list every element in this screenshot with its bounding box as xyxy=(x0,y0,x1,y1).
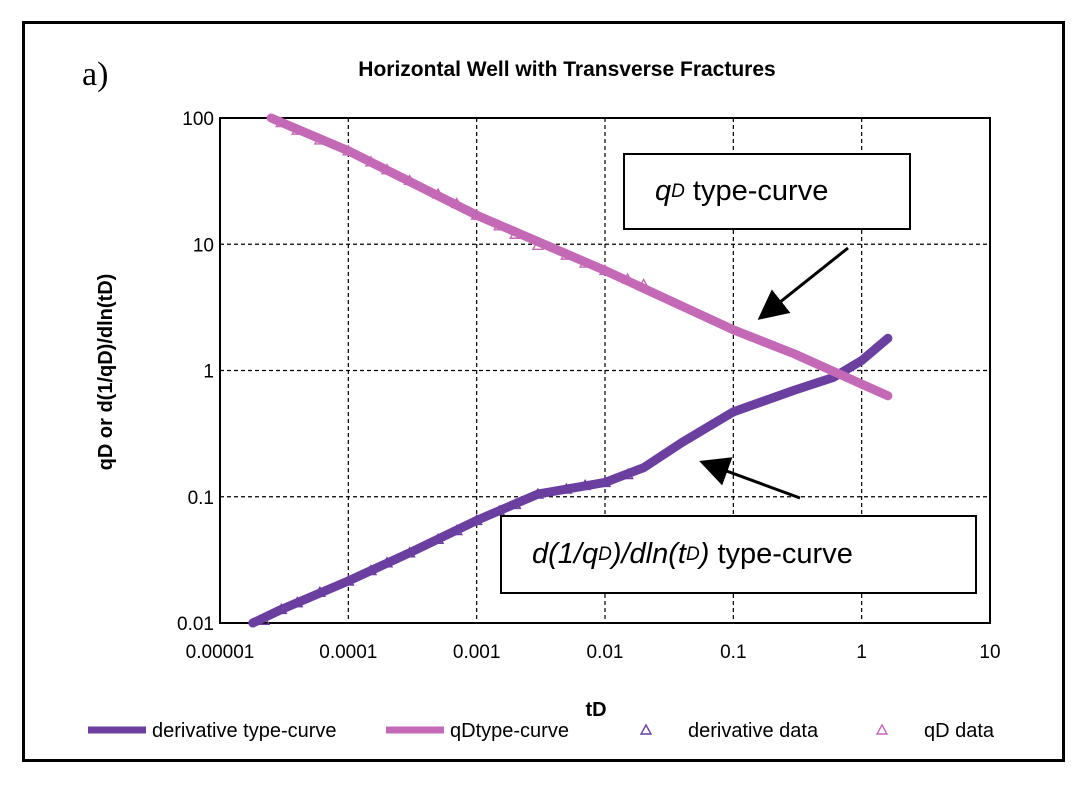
legend-label-derivative-type-curve: derivative type-curve xyxy=(152,720,337,742)
callout-qd-base: q xyxy=(655,175,672,207)
callout-deriv-p1: d(1/q xyxy=(532,538,599,570)
x-axis-label: tD xyxy=(585,699,606,721)
data-point-derivative-data xyxy=(470,513,483,526)
data-point-derivative-data xyxy=(291,596,304,608)
data-point-derivative-data xyxy=(380,556,394,568)
plot-area-border xyxy=(219,117,991,624)
data-point-derivative-data xyxy=(509,497,522,510)
data-point-derivative-data xyxy=(275,603,288,615)
data-point-derivative-data xyxy=(531,487,545,499)
data-point-derivative-data xyxy=(257,613,271,626)
data-point-derivative-data xyxy=(450,524,463,536)
figure-frame xyxy=(22,21,1065,762)
data-point-qD-data xyxy=(275,116,288,128)
legend: derivative type-curve qDtype-curve derivat… xyxy=(88,720,995,742)
data-point-qD-data xyxy=(342,144,355,156)
data-point-qD-data xyxy=(450,197,463,209)
data-point-qD-data xyxy=(403,174,416,186)
data-point-derivative-data xyxy=(364,564,378,576)
x-tick-label: 10 xyxy=(979,642,1000,663)
y-tick-label: 1 xyxy=(203,362,214,383)
data-point-derivative-data xyxy=(598,475,612,488)
data-point-qD-data xyxy=(313,133,327,145)
figure-label: a) xyxy=(82,56,109,93)
legend-label-qD-data: qD data xyxy=(924,720,995,742)
axes xyxy=(219,117,991,624)
data-point-qD-data xyxy=(637,278,650,290)
data-point-derivative-data xyxy=(342,574,355,586)
data-point-derivative-data xyxy=(621,468,634,480)
data-point-derivative-data xyxy=(578,478,592,491)
chart-title: Horizontal Well with Transverse Fracture… xyxy=(358,58,775,81)
y-tick-label: 0.01 xyxy=(177,614,214,635)
data-point-qD-data xyxy=(364,155,378,167)
y-tick-label: 100 xyxy=(182,109,214,130)
callout-deriv-p3: ) xyxy=(699,538,710,570)
legend-label-derivative-data: derivative data xyxy=(688,720,819,742)
data-point-qD-data xyxy=(291,123,304,135)
data-point-qD-data xyxy=(531,238,545,251)
callout-deriv-sub2: D xyxy=(685,543,700,565)
callout-deriv-rest: type-curve xyxy=(709,538,853,570)
data-point-derivative-data xyxy=(313,585,327,598)
data-point-qD-data xyxy=(431,187,445,199)
callout-qd-sub: D xyxy=(671,180,685,202)
x-tick-label: 0.0001 xyxy=(319,642,377,663)
data-point-qD-data xyxy=(621,272,634,284)
callout-qd-rest: type-curve xyxy=(684,175,829,207)
x-tick-label: 0.00001 xyxy=(186,642,255,663)
x-tick-label: 0.01 xyxy=(587,642,624,663)
x-tick-label: 0.001 xyxy=(453,642,501,663)
callout-deriv-p2: )/dln(t xyxy=(611,538,686,570)
legend-swatch-derivative-data xyxy=(639,723,653,735)
x-tick-label: 0.1 xyxy=(720,642,746,663)
series-layer xyxy=(248,113,893,628)
data-point-qD-data xyxy=(493,219,506,231)
callout-deriv-sub1: D xyxy=(598,543,612,565)
data-point-qD-data xyxy=(560,248,573,260)
callout-derivative-type-curve: d(1/q D)/dln(t D) type-curve xyxy=(500,515,977,594)
y-tick-label: 0.1 xyxy=(188,488,214,509)
data-point-qD-data xyxy=(380,163,394,175)
y-axis-label: qD or d(1/qD)/dln(tD) xyxy=(95,274,117,471)
data-point-qD-data xyxy=(578,256,592,268)
data-point-qD-data xyxy=(598,264,612,276)
data-point-qD-data xyxy=(470,208,483,220)
x-tick-label: 1 xyxy=(856,642,867,663)
tick-labels: 0.00001 0.0001 0.001 0.01 0.1 1 10 0.01 0.1 1 10 10… xyxy=(177,109,1001,663)
legend-swatch-qD-data xyxy=(875,723,889,735)
y-tick-label: 10 xyxy=(193,235,214,256)
data-point-derivative-data xyxy=(493,504,506,516)
data-point-derivative-data xyxy=(431,532,445,545)
data-point-qD-data xyxy=(509,227,522,239)
data-point-derivative-data xyxy=(403,546,416,558)
data-point-derivative-data xyxy=(560,482,573,494)
legend-label-qDtype-curve: qDtype-curve xyxy=(450,720,569,742)
